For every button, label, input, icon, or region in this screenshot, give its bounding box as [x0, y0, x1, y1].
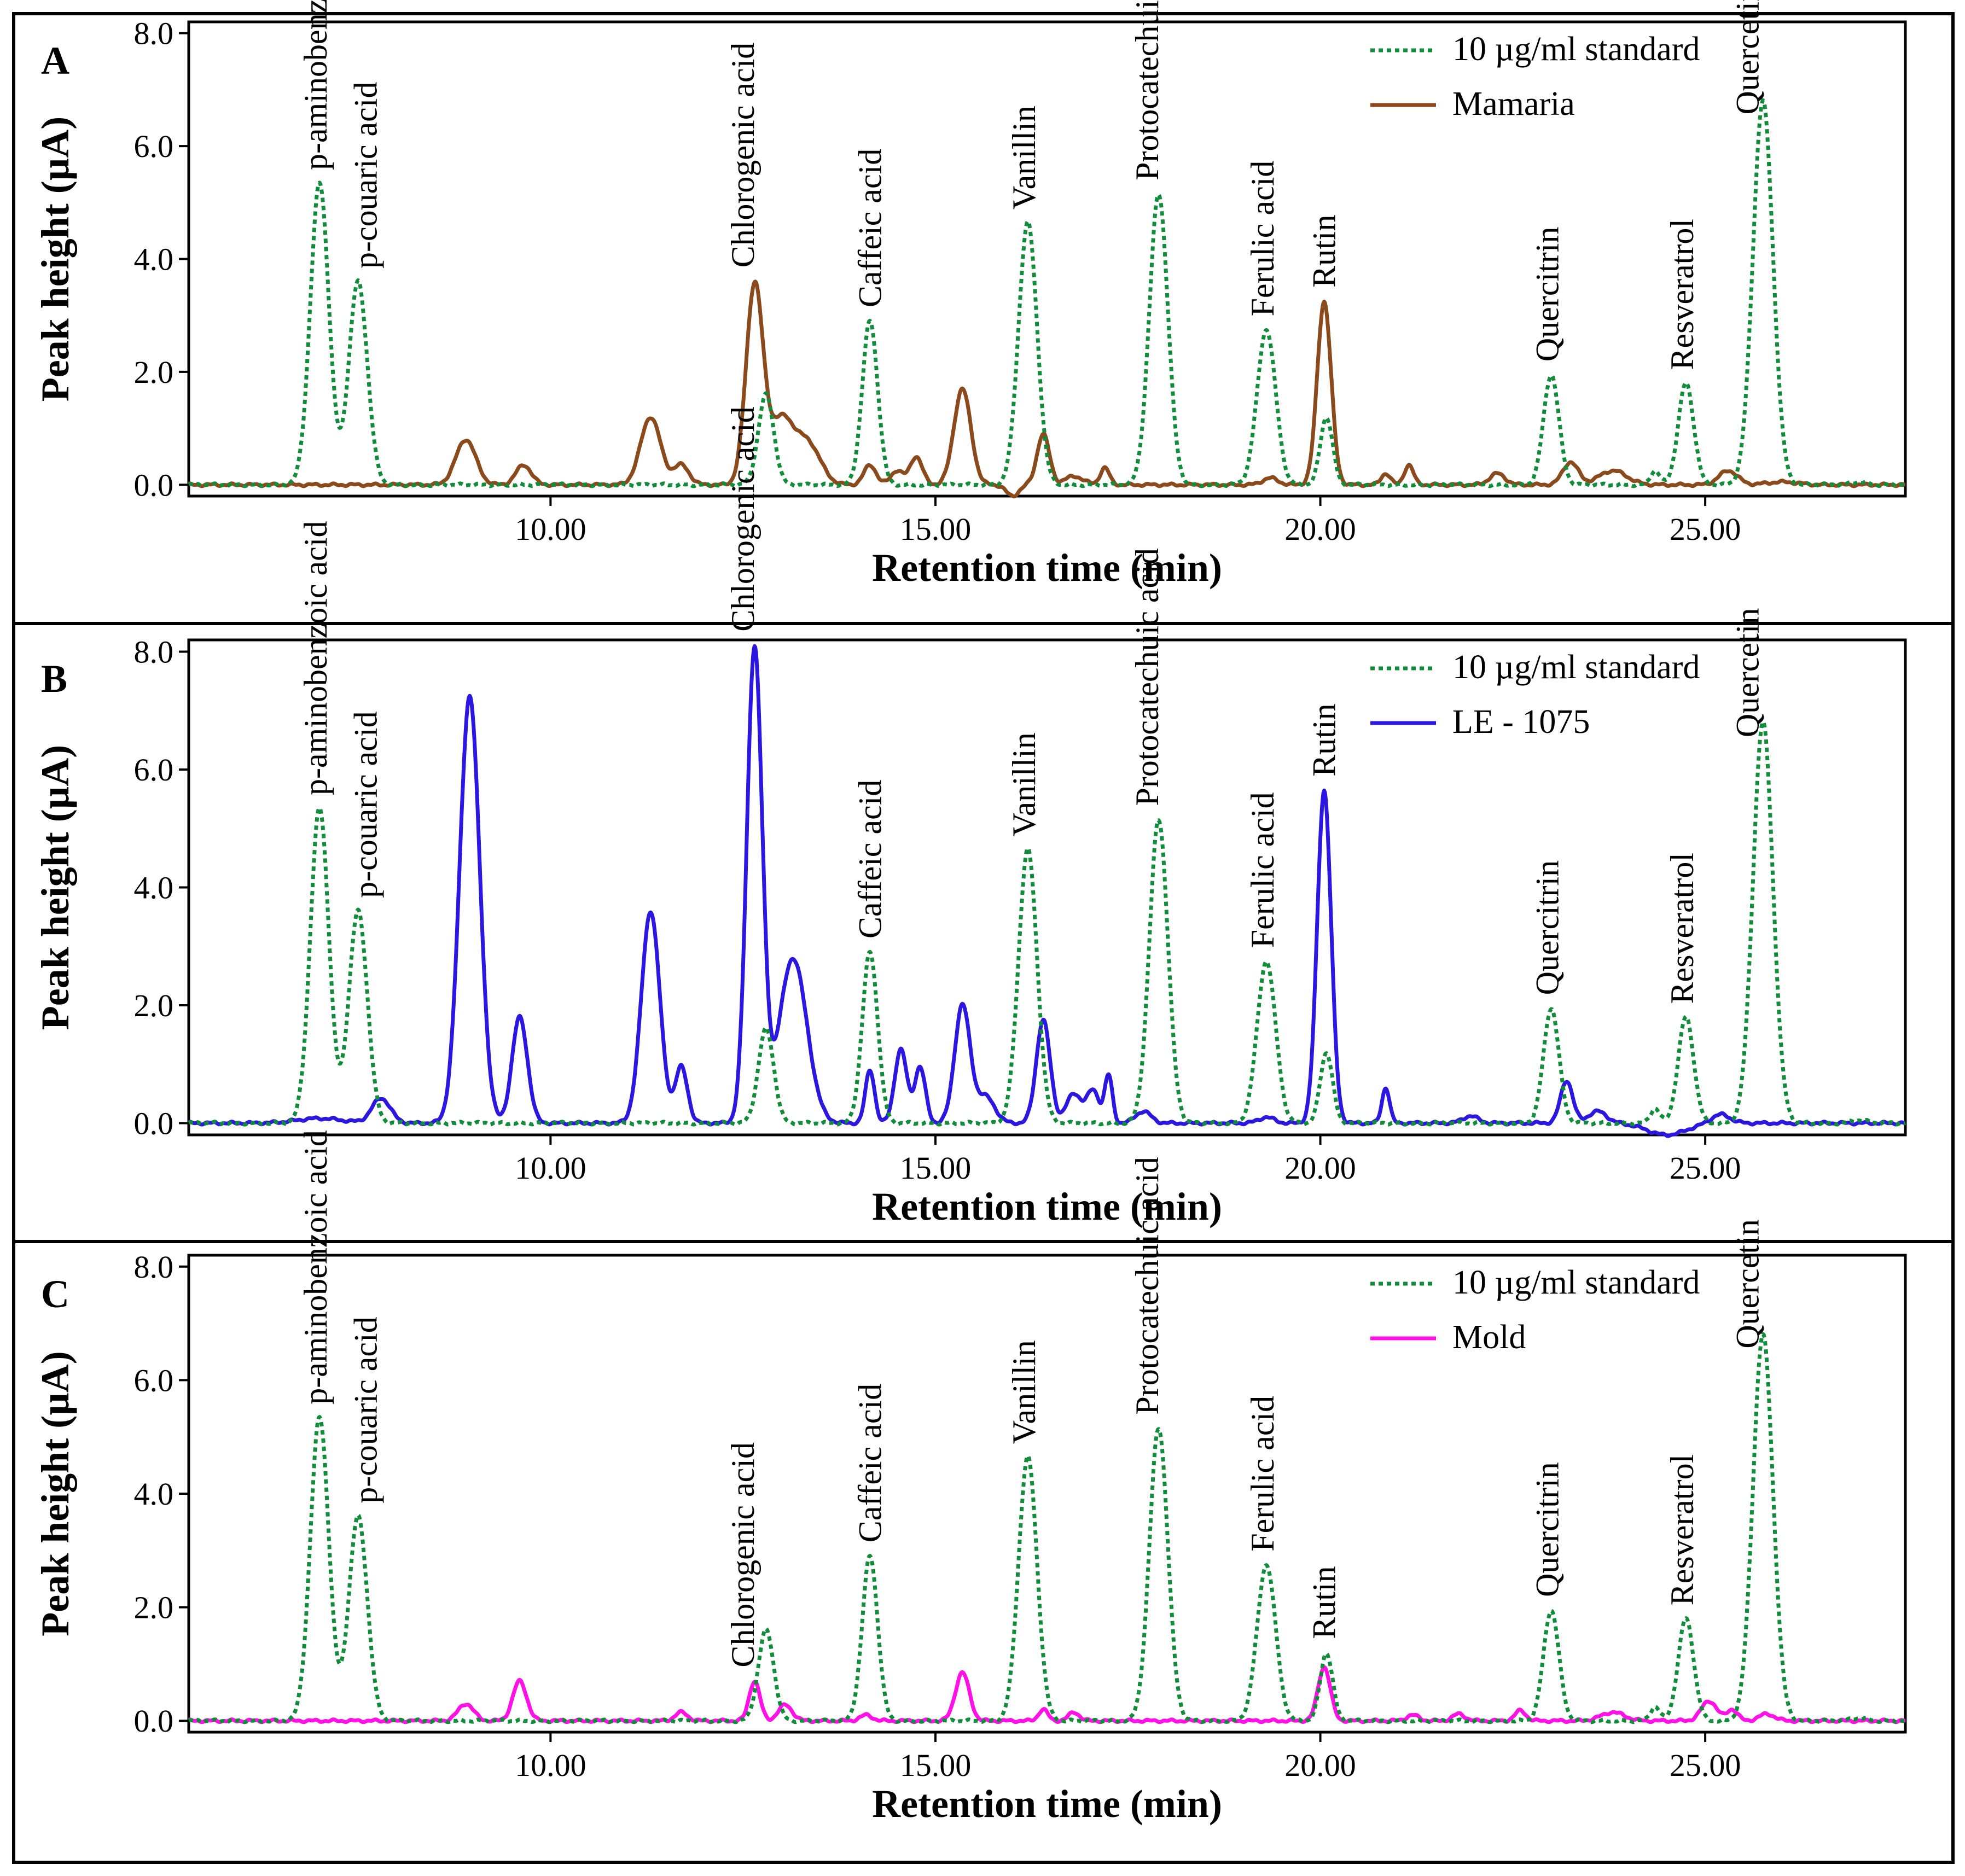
peak-label: Ferulic acid — [1245, 1396, 1281, 1552]
peak-label: Protocatechuic acid — [1129, 0, 1165, 180]
y-tick-label: 8.0 — [134, 16, 174, 51]
peak-label: Resveratrol — [1664, 219, 1700, 370]
x-tick-label: 10.00 — [515, 1150, 586, 1186]
series-line-mold — [187, 1665, 1907, 1724]
peak-label: Rutin — [1306, 215, 1342, 288]
plot-area-frame — [187, 638, 1907, 1137]
peak-label: Chlorogenic acid — [725, 406, 761, 632]
peak-label: Resveratrol — [1664, 1454, 1700, 1606]
y-tick-label: 8.0 — [134, 634, 174, 670]
peak-label: Vanillin — [1006, 1340, 1042, 1444]
y-tick-label: 4.0 — [134, 1476, 174, 1512]
y-tick-label: 4.0 — [134, 242, 174, 277]
x-axis-title: Retention time (min) — [872, 546, 1222, 590]
peak-label: Protocatechuic acid — [1129, 548, 1165, 806]
peak-label: p-couaric acid — [348, 82, 384, 269]
peak-label: Vanillin — [1006, 732, 1042, 836]
plot-area-frame — [187, 1254, 1907, 1734]
y-tick-label: 2.0 — [134, 1590, 174, 1626]
peak-label: Quercetin — [1730, 1219, 1766, 1349]
series-line-standard — [187, 98, 1907, 488]
x-tick-label: 15.00 — [900, 1150, 972, 1186]
x-axis-title: Retention time (min) — [872, 1185, 1222, 1228]
series-line-mamaria — [187, 279, 1907, 499]
y-tick-label: 2.0 — [134, 988, 174, 1023]
chart-panel-b: B 0.0 2.0 4.0 6.0 8.0 10.00 15.00 20.00 25.00 Rete… — [14, 406, 1953, 1228]
legend-label: Mamaria — [1452, 85, 1575, 123]
x-axis-title: Retention time (min) — [872, 1782, 1222, 1826]
x-tick-label: 15.00 — [900, 511, 972, 547]
legend: 10 µg/ml standard LE - 1075 — [1370, 649, 1700, 741]
peak-label: p-aminobenzoic acid — [298, 1130, 334, 1404]
peak-label: p-couaric acid — [348, 1316, 384, 1503]
legend-label: LE - 1075 — [1452, 703, 1590, 741]
y-tick-label: 4.0 — [134, 870, 174, 906]
peak-label: p-aminobenzoic acid — [298, 0, 334, 170]
peak-label: Protocatechuic acid — [1129, 1157, 1165, 1414]
y-tick-label: 0.0 — [134, 1105, 174, 1141]
series-line-standard — [187, 1332, 1907, 1724]
y-tick-label: 2.0 — [134, 354, 174, 390]
peak-label: p-couaric acid — [348, 711, 384, 898]
peak-label: Resveratrol — [1664, 853, 1700, 1004]
figure-frame — [12, 12, 1955, 1864]
x-tick-label: 25.00 — [1670, 1150, 1741, 1186]
peak-label: Ferulic acid — [1245, 161, 1281, 317]
peak-label: Quercetin — [1730, 0, 1766, 115]
legend: 10 µg/ml standard Mold — [1370, 1264, 1700, 1356]
y-tick-label: 0.0 — [134, 467, 174, 503]
legend-label: 10 µg/ml standard — [1452, 31, 1700, 68]
y-tick-label: 8.0 — [134, 1249, 174, 1285]
series-line-le1075 — [187, 644, 1907, 1138]
panel-letter: A — [41, 39, 69, 83]
peak-label: Quercitrin — [1530, 860, 1566, 995]
y-tick-label: 0.0 — [134, 1703, 174, 1739]
chart-panel-c: C 0.0 2.0 4.0 6.0 8.0 10.00 15.00 20.00 25.00 Rete… — [14, 1130, 1953, 1826]
x-tick-label: 25.00 — [1670, 1747, 1741, 1783]
peak-label: Caffeic acid — [852, 149, 888, 307]
y-tick-label: 6.0 — [134, 1362, 174, 1398]
legend-label: 10 µg/ml standard — [1452, 1264, 1700, 1301]
y-axis-title: Peak height (µA) — [33, 745, 77, 1030]
x-tick-label: 10.00 — [515, 1747, 586, 1783]
panel-letter: C — [41, 1272, 69, 1316]
peak-label: Quercitrin — [1530, 227, 1566, 362]
legend: 10 µg/ml standard Mamaria — [1370, 31, 1700, 123]
peak-label: Vanillin — [1006, 106, 1042, 209]
y-axis-title: Peak height (µA) — [33, 1351, 77, 1636]
peak-label: Caffeic acid — [852, 1384, 888, 1542]
x-tick-label: 15.00 — [900, 1747, 972, 1783]
x-tick-label: 25.00 — [1670, 511, 1741, 547]
peak-label: Rutin — [1306, 1566, 1342, 1639]
peak-label: Caffeic acid — [852, 780, 888, 939]
peak-label: Quercitrin — [1530, 1462, 1566, 1597]
series-line-standard — [187, 720, 1907, 1127]
y-axis-title: Peak height (µA) — [33, 116, 77, 401]
peak-label: p-aminobenzoic acid — [298, 521, 334, 795]
y-tick-label: 6.0 — [134, 752, 174, 788]
legend-label: Mold — [1452, 1319, 1526, 1356]
x-tick-label: 20.00 — [1284, 1150, 1356, 1186]
legend-label: 10 µg/ml standard — [1452, 649, 1700, 686]
peak-label: Quercetin — [1730, 608, 1766, 738]
peak-label: Chlorogenic acid — [725, 43, 761, 268]
x-tick-label: 10.00 — [515, 511, 586, 547]
y-tick-label: 6.0 — [134, 129, 174, 164]
peak-label: Rutin — [1306, 703, 1342, 776]
x-tick-label: 20.00 — [1284, 1747, 1356, 1783]
plot-area-frame — [187, 20, 1907, 498]
peak-label: Ferulic acid — [1245, 792, 1281, 948]
x-tick-label: 20.00 — [1284, 511, 1356, 547]
peak-label: Chlorogenic acid — [725, 1442, 761, 1668]
panel-letter: B — [41, 657, 67, 701]
chart-panel-a: A 0.0 2.0 4.0 6.0 8.0 10.00 15.00 20.00 25.00 Rete… — [33, 0, 1907, 590]
